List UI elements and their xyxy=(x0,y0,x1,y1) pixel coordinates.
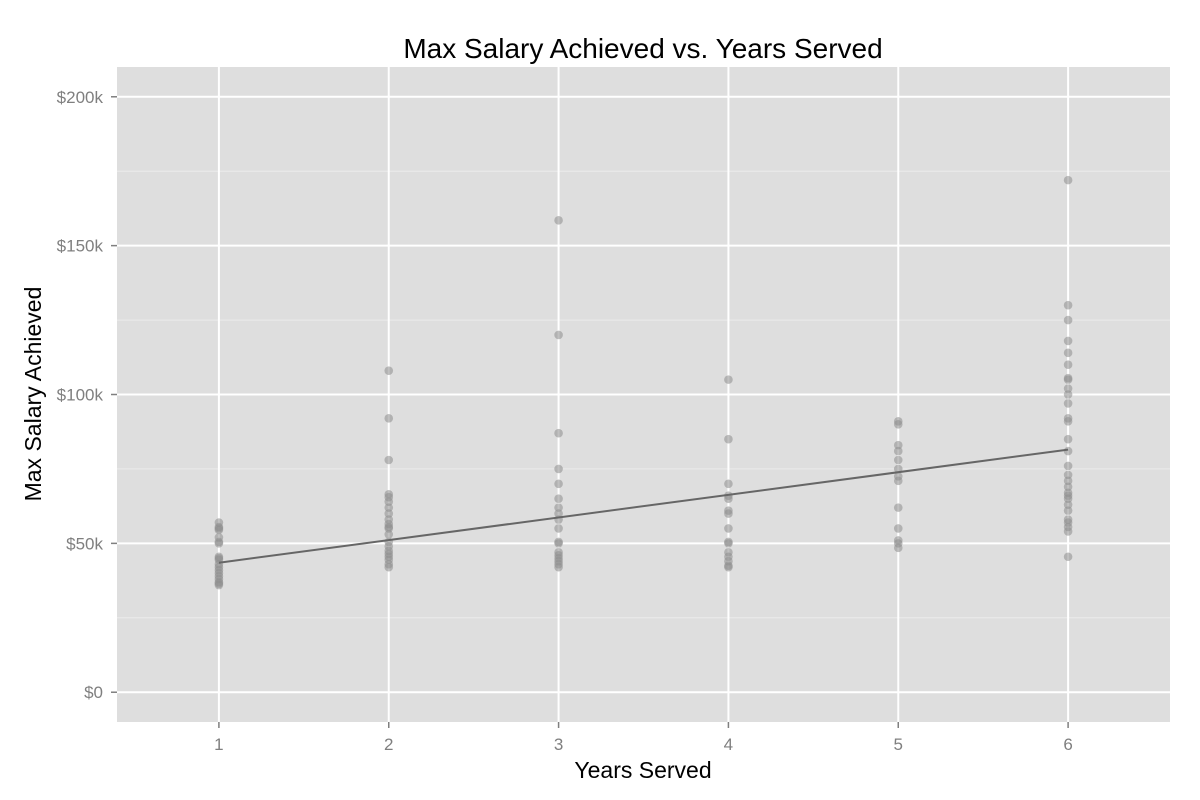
x-tick-label: 2 xyxy=(384,735,393,754)
minor-grid xyxy=(117,170,1170,619)
data-point xyxy=(1063,494,1073,504)
data-point xyxy=(384,509,394,518)
data-point xyxy=(724,539,733,548)
data-point xyxy=(554,428,563,438)
data-point xyxy=(893,476,903,486)
data-point xyxy=(1063,506,1073,515)
data-point xyxy=(214,580,224,590)
data-point xyxy=(214,525,224,535)
data-point xyxy=(554,330,563,340)
data-point xyxy=(1063,470,1073,480)
data-point xyxy=(214,539,224,548)
data-point xyxy=(893,524,903,533)
data-point xyxy=(893,446,903,456)
data-points xyxy=(214,175,1073,590)
y-tick-label: $200k xyxy=(57,88,104,107)
data-point xyxy=(554,509,563,518)
data-point xyxy=(1063,416,1073,426)
data-point xyxy=(554,494,563,504)
data-point xyxy=(893,503,903,512)
data-point xyxy=(554,503,563,512)
data-point xyxy=(1063,360,1073,370)
data-point xyxy=(384,497,394,506)
data-point xyxy=(1063,315,1073,325)
data-point xyxy=(554,216,563,225)
data-point xyxy=(384,562,394,572)
x-tick-label: 3 xyxy=(554,735,563,754)
data-point xyxy=(724,375,733,384)
x-axis-title: Years Served xyxy=(574,757,711,783)
data-point xyxy=(1063,552,1073,562)
y-axis-title: Max Salary Achieved xyxy=(20,287,46,502)
data-point xyxy=(1063,434,1073,444)
x-tick-label: 1 xyxy=(214,735,223,754)
x-tick-label: 4 xyxy=(724,735,733,754)
data-point xyxy=(1063,300,1073,310)
data-point xyxy=(1063,446,1073,456)
data-point xyxy=(554,524,563,533)
data-point xyxy=(554,562,563,572)
data-point xyxy=(384,524,394,533)
data-point xyxy=(724,494,733,504)
data-point xyxy=(893,455,903,465)
y-tick-label: $0 xyxy=(84,683,103,702)
data-point xyxy=(1063,527,1073,536)
data-point xyxy=(554,539,563,548)
y-axis: $0 $50k $100k $150k $200k xyxy=(57,88,117,702)
data-point xyxy=(1063,500,1073,509)
data-point xyxy=(724,562,733,572)
data-point xyxy=(1063,348,1073,358)
trend-line xyxy=(218,448,1069,564)
y-tick-label: $150k xyxy=(57,237,104,256)
data-point xyxy=(724,434,733,444)
data-point xyxy=(1063,336,1073,346)
data-point xyxy=(554,479,563,489)
data-point xyxy=(384,530,394,539)
data-point xyxy=(384,414,394,423)
chart-title: Max Salary Achieved vs. Years Served xyxy=(403,33,882,64)
data-point xyxy=(1063,390,1073,399)
data-point xyxy=(1063,399,1073,408)
data-point xyxy=(1063,461,1073,471)
y-tick-label: $50k xyxy=(66,534,103,553)
data-point xyxy=(724,524,733,533)
data-point xyxy=(554,464,563,474)
data-point xyxy=(1063,476,1073,486)
data-point xyxy=(1063,375,1073,384)
data-point xyxy=(1063,175,1073,185)
data-point xyxy=(1063,384,1073,393)
data-point xyxy=(893,543,903,553)
data-point xyxy=(1063,482,1073,492)
data-point xyxy=(384,455,394,465)
y-tick-label: $100k xyxy=(57,386,104,405)
data-point xyxy=(893,440,903,450)
data-point xyxy=(384,366,394,375)
data-point xyxy=(724,479,733,489)
x-tick-label: 5 xyxy=(894,735,903,754)
x-tick-label: 6 xyxy=(1063,735,1072,754)
data-point xyxy=(384,503,394,512)
data-point xyxy=(893,419,903,429)
x-axis: 1 2 3 4 5 6 xyxy=(214,722,1073,754)
data-point xyxy=(724,509,733,518)
